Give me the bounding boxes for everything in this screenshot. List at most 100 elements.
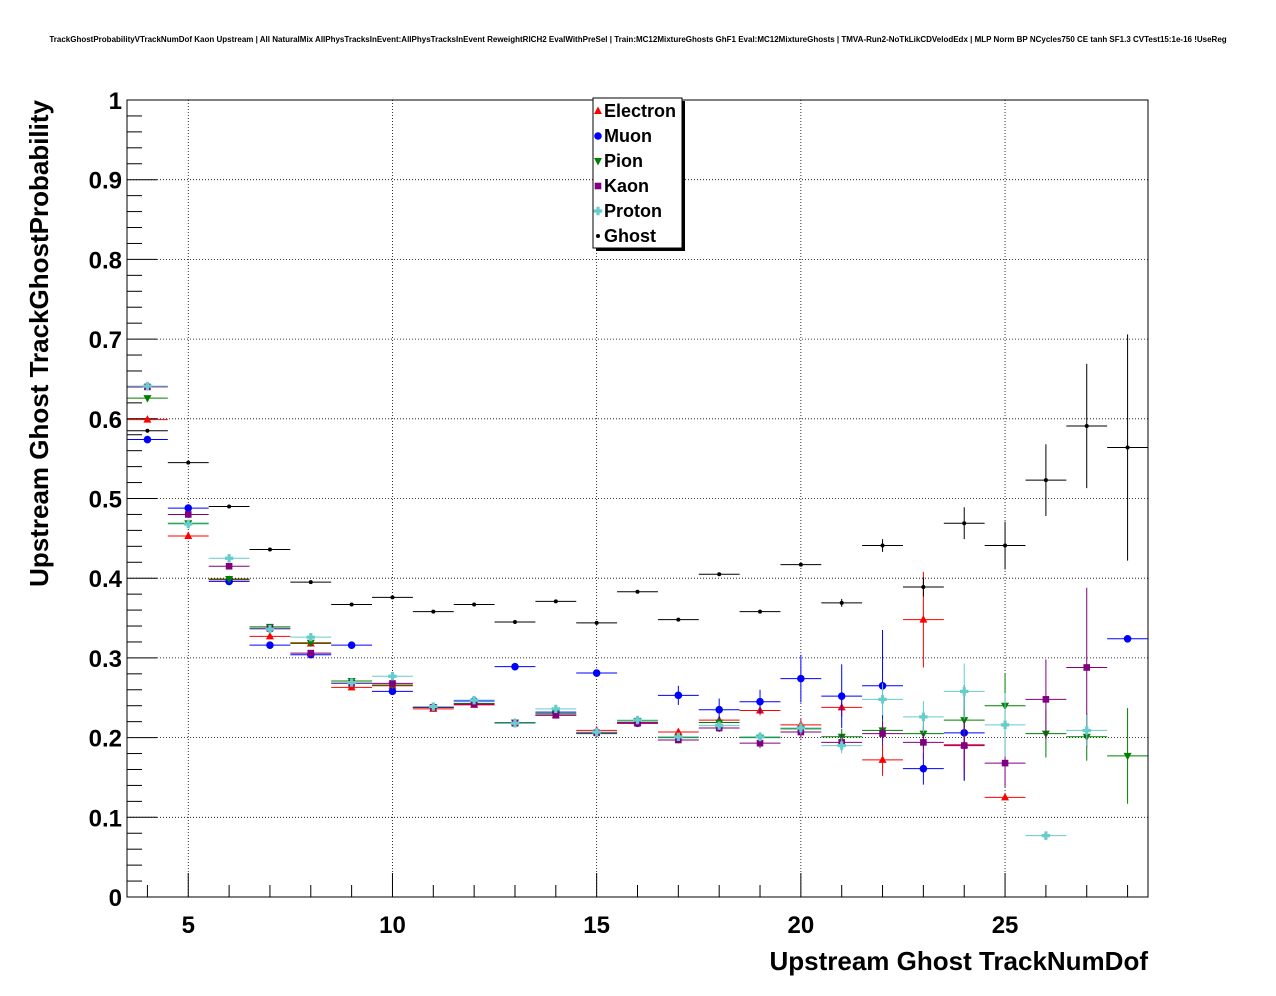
legend-marker-electron [594, 106, 602, 114]
ghost-point [167, 460, 209, 465]
muon-marker [797, 674, 805, 683]
y-axis-title: Upstream Ghost TrackGhostProbability [24, 99, 54, 586]
ghost-marker [267, 547, 272, 552]
proton-marker [143, 381, 152, 391]
y-tick-label: 0 [109, 885, 122, 912]
ghost-marker [676, 617, 681, 622]
ghost-point [576, 620, 618, 625]
muon-marker [837, 692, 846, 700]
legend-marker-pion [594, 158, 602, 166]
muon-marker [347, 641, 356, 649]
ghost-marker [186, 460, 191, 465]
muon-point [331, 641, 373, 649]
y-tick-label: 0.4 [89, 566, 123, 593]
proton-marker [347, 678, 356, 687]
proton-point [249, 625, 291, 634]
pion-marker [225, 575, 234, 584]
x-tick-label: 10 [379, 912, 406, 939]
kaon-marker [552, 711, 560, 719]
proton-point [780, 721, 822, 735]
proton-point [127, 381, 168, 391]
x-tick-label: 20 [788, 912, 815, 939]
muon-point [372, 687, 413, 696]
muon-point [902, 752, 944, 785]
muon-point [780, 654, 822, 703]
muon-marker [1123, 634, 1132, 643]
x-tick-label: 15 [583, 912, 610, 939]
muon-point [167, 504, 209, 512]
proton-marker [265, 625, 275, 634]
ghost-point [1107, 334, 1148, 561]
series-kaon [127, 383, 1108, 788]
proton-point [576, 727, 618, 737]
ghost-point [943, 507, 985, 540]
proton-marker [796, 723, 806, 733]
series-proton [127, 381, 1108, 840]
legend-entry-ghost: Ghost [596, 226, 656, 246]
ghost-point [780, 562, 822, 567]
ghost-marker [635, 589, 640, 594]
ghost-marker [227, 504, 232, 509]
ghost-point [821, 598, 863, 607]
proton-marker [551, 704, 561, 714]
legend-entry-pion: Pion [594, 151, 643, 171]
proton-marker [960, 687, 969, 696]
proton-point [412, 702, 454, 711]
legend-entry-proton: Proton [593, 201, 662, 221]
proton-point [494, 719, 536, 728]
electron-marker [674, 727, 683, 736]
ghost-point [494, 620, 536, 625]
ghost-point [453, 602, 495, 607]
kaon-marker [1042, 696, 1050, 703]
electron-point [984, 792, 1026, 801]
ghost-point [412, 609, 454, 614]
pion-point [208, 575, 250, 584]
muon-point [821, 664, 863, 729]
legend-label-kaon: Kaon [604, 176, 649, 196]
ghost-marker [880, 543, 885, 548]
proton-point [1025, 831, 1067, 840]
ghost-point [535, 599, 577, 604]
proton-point [943, 663, 985, 720]
x-tick-label: 5 [182, 912, 195, 939]
proton-point [617, 715, 658, 725]
proton-point [372, 672, 413, 681]
ghost-marker [1043, 478, 1048, 483]
proton-point [453, 695, 495, 705]
kaon-marker [307, 649, 315, 657]
kaon-marker [389, 680, 396, 687]
ghost-marker [717, 572, 722, 577]
proton-point [698, 721, 740, 730]
proton-marker [592, 727, 601, 737]
muon-point [1107, 634, 1148, 643]
proton-marker [184, 519, 193, 529]
proton-point [331, 678, 373, 687]
kaon-marker [920, 739, 927, 746]
ghost-marker [145, 428, 150, 433]
kaon-point [290, 649, 332, 657]
proton-marker [306, 632, 315, 642]
proton-marker [469, 695, 479, 705]
kaon-point [167, 511, 209, 518]
proton-marker [1082, 726, 1091, 735]
ghost-marker [798, 562, 803, 567]
proton-point [821, 737, 863, 754]
ghost-point [331, 602, 373, 607]
ghost-marker [512, 620, 517, 625]
muon-marker [919, 764, 928, 773]
proton-marker [674, 732, 683, 742]
ghost-point [698, 572, 740, 577]
proton-point [739, 732, 781, 742]
ghost-point [208, 504, 250, 509]
ghost-marker [390, 595, 395, 600]
muon-point [739, 689, 781, 714]
x-tick-label: 25 [992, 912, 1019, 939]
muon-marker [184, 504, 193, 512]
kaon-point [862, 721, 903, 746]
pion-marker [1123, 752, 1132, 761]
ghost-point [739, 609, 781, 614]
y-tick-label: 0.5 [89, 487, 122, 514]
muon-point [494, 662, 536, 671]
electron-point [862, 743, 903, 776]
legend-entry-muon: Muon [594, 126, 652, 146]
